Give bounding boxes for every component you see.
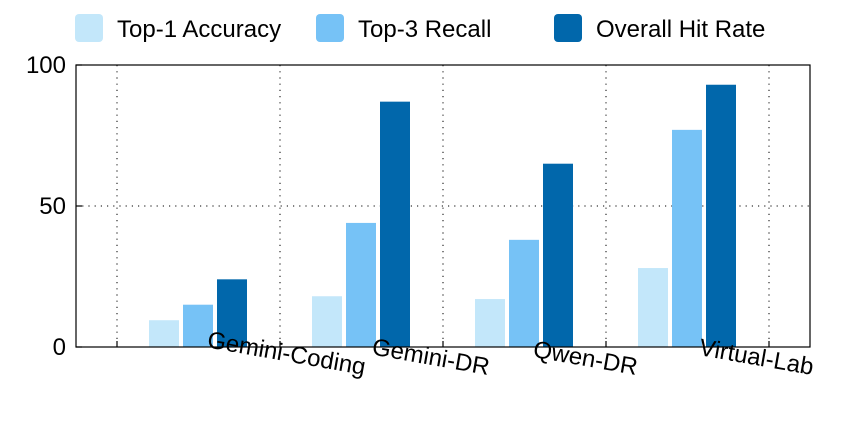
bar-top-3-recall-qwen-dr <box>509 239 539 347</box>
bar-overall-hit-rate-virtual-lab <box>706 84 736 348</box>
bar-overall-hit-rate-gemini-dr <box>380 101 410 347</box>
bar-top-3-recall-gemini-coding <box>183 304 213 347</box>
bar-top-1-accuracy-gemini-coding <box>149 320 179 347</box>
bar-top-3-recall-virtual-lab <box>672 129 702 347</box>
bar-overall-hit-rate-qwen-dr <box>543 163 573 347</box>
bar-top-1-accuracy-qwen-dr <box>475 299 505 347</box>
y-tick-label: 100 <box>26 52 66 79</box>
x-tick-label-virtual-lab: Virtual-Lab <box>697 334 816 381</box>
legend-item-overall-hit-rate: Overall Hit Rate <box>554 14 765 43</box>
y-axis: 0 50 100 <box>26 52 82 361</box>
legend-label: Top-1 Accuracy <box>117 16 281 43</box>
bars <box>149 84 736 348</box>
y-tick-label: 50 <box>39 193 66 220</box>
legend-label: Top-3 Recall <box>358 16 491 43</box>
bar-top-1-accuracy-virtual-lab <box>638 268 668 347</box>
gridlines <box>76 65 810 347</box>
legend-item-top-1-accuracy: Top-1 Accuracy <box>75 14 281 43</box>
x-tick-label-gemini-coding: Gemini-Coding <box>205 327 367 381</box>
x-tick-label-qwen-dr: Qwen-DR <box>531 336 639 381</box>
legend-label: Overall Hit Rate <box>596 16 765 43</box>
bar-top-3-recall-gemini-dr <box>346 222 376 347</box>
y-tick-label: 0 <box>53 334 66 361</box>
legend-swatch <box>75 14 103 42</box>
legend-swatch <box>554 14 582 42</box>
bar-overall-hit-rate-gemini-coding <box>217 279 247 347</box>
legend-item-top-3-recall: Top-3 Recall <box>316 14 491 43</box>
bar-top-1-accuracy-gemini-dr <box>312 296 342 347</box>
legend-swatch <box>316 14 344 42</box>
legend: Top-1 Accuracy Top-3 Recall Overall Hit Ra… <box>75 14 765 43</box>
x-tick-label-gemini-dr: Gemini-DR <box>370 334 492 381</box>
